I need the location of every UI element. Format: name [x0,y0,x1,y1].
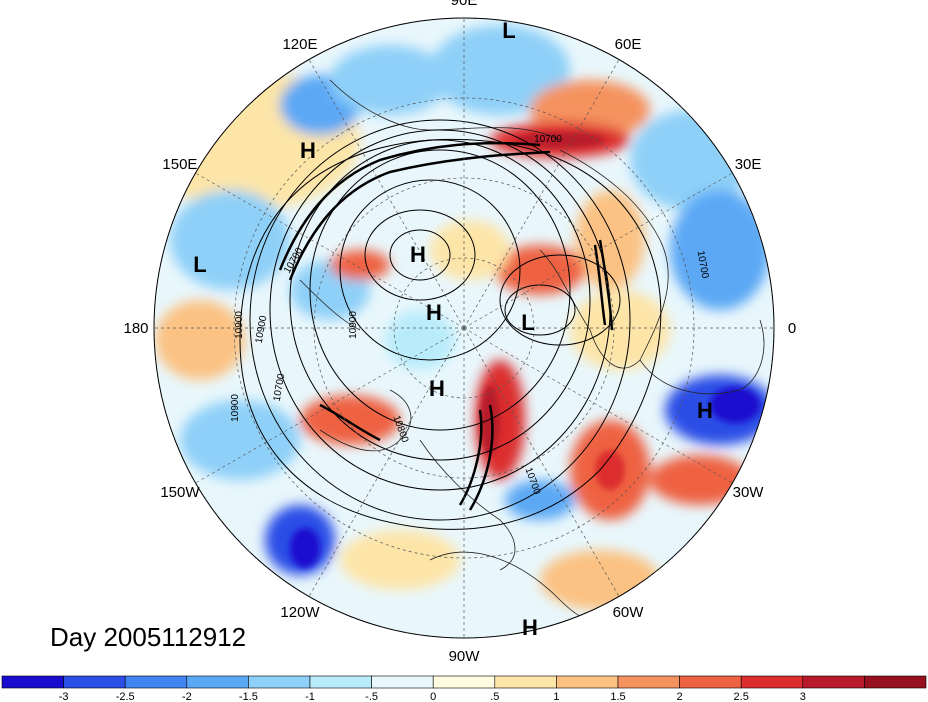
contour-label: 10700 [695,250,711,280]
meridian-line [463,172,733,329]
colorbar-tick-label: 2.5 [734,691,749,702]
low-pressure-label: L [521,310,534,335]
low-pressure-label: L [502,18,515,43]
contour-label: 10900 [254,314,270,344]
pressure-center-labels: L H H L H L H H H [193,18,713,640]
contour-label: 10700 [272,372,288,402]
colorbar-swatch [309,675,372,689]
colorbar-tick-label: -.5 [365,691,378,702]
colorbar-swatch [556,675,619,689]
longitude-label: 150E [162,156,197,173]
colorbar-tick-label: 0 [430,691,436,702]
meridian-line [463,327,733,484]
longitude-labels: 90E 60E 30E 0 30W 60W 90W 120W 150W 180 150E 120E [123,0,796,665]
colorbar-tick-label: 1 [553,691,559,702]
colorbar-swatch [494,675,557,689]
contour-label: 10900 [230,394,241,422]
high-pressure-label: H [300,138,316,163]
contour-label: 10900 [348,311,359,339]
contour-label: 10700 [534,134,562,145]
meridian-line [195,172,465,329]
map-border [153,17,775,639]
page-title: Day 2005112912 [50,622,246,652]
colorbar: -3 -2.5 -2 -1.5 -1 -.5 0 .5 1 1.5 2 2.5 3 [1,675,927,702]
colorbar-tick-label: -3 [59,691,69,702]
longitude-label: 120E [282,36,317,53]
longitude-label: 60W [613,604,645,621]
longitude-label: 60E [615,36,642,53]
contour-label: 10900 [234,311,245,339]
meridian-line [308,59,465,329]
colorbar-tick-label: -1.5 [239,691,258,702]
colorbar-swatch [740,675,804,689]
colorbar-tick-label: -2.5 [116,691,135,702]
longitude-label: 90E [451,0,478,9]
colorbar-swatch [432,675,496,689]
meridian-line [463,59,620,329]
colorbar-swatch [802,675,865,689]
colorbar-swatch [1,675,64,689]
longitude-label: 0 [788,320,796,337]
colorbar-swatch [617,675,680,689]
low-pressure-label: L [193,252,206,277]
meridian-line [463,327,620,597]
longitude-label: 30W [733,484,765,501]
high-pressure-label: H [522,615,538,640]
longitude-label: 90W [449,648,481,665]
colorbar-tick-label: 2 [677,691,683,702]
colorbar-swatch [248,675,311,689]
high-pressure-label: H [426,300,442,325]
colorbar-swatch [124,675,188,689]
colorbar-tick-label: .5 [490,691,499,702]
colorbar-swatch [63,675,126,689]
longitude-label: 30E [735,156,762,173]
colorbar-tick-label: -1 [305,691,315,702]
meridian-line [195,327,465,484]
colorbar-swatch [864,675,927,689]
longitude-label: 120W [280,604,320,621]
meridian-line [308,327,465,597]
colorbar-swatch [679,675,742,689]
high-pressure-label: H [697,398,713,423]
colorbar-tick-label: -2 [182,691,192,702]
colorbar-tick-label: 3 [800,691,806,702]
longitude-label: 150W [160,484,200,501]
high-pressure-label: H [410,242,426,267]
colorbar-tick-label: 1.5 [610,691,625,702]
colorbar-swatch [371,675,434,689]
colorbar-swatch [186,675,249,689]
high-pressure-label: H [429,376,445,401]
longitude-label: 180 [123,320,148,337]
